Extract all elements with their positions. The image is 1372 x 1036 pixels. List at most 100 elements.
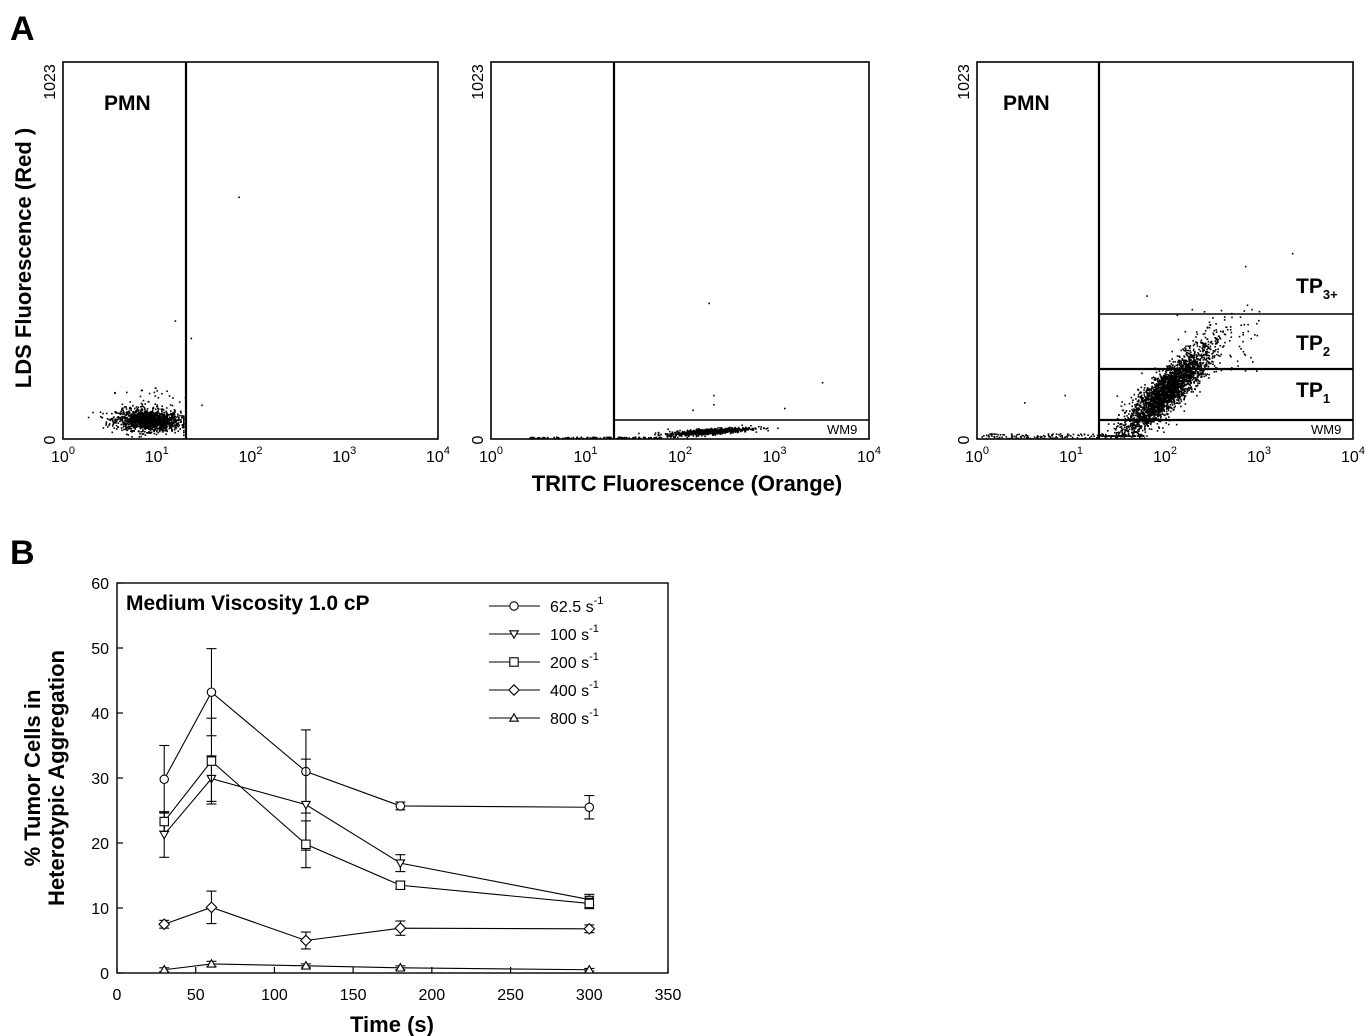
event-dot [1173, 373, 1175, 376]
event-dot [1178, 375, 1180, 378]
event-dot [1158, 370, 1161, 373]
event-dot [1152, 405, 1155, 407]
event-dot [1196, 378, 1198, 381]
event-dot [674, 435, 676, 437]
event-dot [1120, 427, 1123, 430]
event-dot [1158, 383, 1160, 386]
event-dot [1168, 365, 1170, 367]
event-dot [125, 433, 128, 436]
event-dot [1178, 402, 1181, 405]
event-dot [1177, 367, 1180, 370]
event-dot [139, 433, 141, 435]
event-dot [1160, 381, 1162, 384]
event-dot [156, 412, 159, 414]
event-dot [1216, 353, 1218, 356]
event-dot [1179, 364, 1181, 366]
event-dot [1197, 382, 1199, 384]
event-dot [1162, 396, 1165, 399]
event-dot [1171, 398, 1174, 400]
event-dot [165, 422, 167, 424]
event-dot [1150, 387, 1153, 390]
event-dot [706, 433, 708, 435]
event-dot [1166, 393, 1169, 396]
event-dot [120, 427, 123, 429]
event-dot [1194, 377, 1197, 379]
event-dot [140, 431, 142, 433]
event-dot [1154, 404, 1156, 407]
event-dot [1142, 403, 1145, 406]
event-dot [1150, 421, 1152, 424]
event-dot [1138, 413, 1140, 416]
event-dot [163, 416, 165, 418]
event-dot [177, 415, 179, 417]
event-dot [113, 416, 115, 418]
event-dot [1192, 373, 1195, 375]
event-dot [1154, 398, 1157, 401]
event-dot [718, 431, 720, 433]
event-dot [1128, 428, 1131, 430]
event-dot [238, 196, 240, 199]
event-dot [1162, 402, 1164, 405]
event-dot [1194, 388, 1196, 391]
event-dot [731, 427, 733, 429]
event-dot [642, 436, 645, 439]
event-dot [1174, 383, 1177, 385]
event-dot [1183, 397, 1186, 399]
event-dot [1181, 379, 1183, 382]
event-dot [1176, 364, 1179, 367]
event-dot [632, 437, 635, 440]
x-tick-label: 103 [332, 445, 356, 466]
event-dot [690, 433, 692, 436]
event-dot [1145, 418, 1147, 421]
event-dot [1175, 389, 1177, 391]
event-dot [1126, 435, 1129, 437]
event-dot [1171, 390, 1174, 392]
event-dot [152, 411, 154, 414]
event-dot [1142, 422, 1145, 425]
event-dot [165, 425, 168, 427]
event-dot [683, 430, 686, 433]
event-dot [1189, 376, 1192, 378]
event-dot [715, 432, 718, 434]
event-dot [1160, 389, 1163, 392]
event-dot [1148, 388, 1150, 391]
event-dot [1163, 385, 1165, 387]
event-dot [172, 412, 175, 415]
event-dot [122, 426, 125, 428]
event-dot [1161, 397, 1163, 400]
event-dot [1131, 434, 1134, 437]
event-dot [1145, 411, 1147, 414]
event-dot [155, 419, 157, 421]
event-dot [120, 410, 122, 413]
event-dot [170, 427, 173, 429]
event-dot [564, 437, 566, 440]
event-dot [1137, 425, 1139, 427]
event-dot [142, 421, 145, 424]
event-dot [1146, 387, 1149, 389]
event-dot [713, 394, 715, 397]
event-dot [132, 426, 135, 429]
event-dot [699, 430, 701, 432]
event-dot [1201, 375, 1203, 378]
event-dot [1158, 404, 1161, 406]
event-dot [1210, 342, 1212, 344]
event-dot [727, 430, 730, 432]
event-dot [1197, 371, 1199, 373]
event-dot [1175, 394, 1177, 397]
event-dot [1165, 400, 1167, 402]
event-dot [1190, 387, 1193, 390]
event-dot [1166, 365, 1168, 367]
panel-a-letter: A [10, 10, 35, 48]
event-dot [1157, 400, 1160, 403]
event-dot [134, 420, 136, 422]
event-dot [1196, 366, 1199, 369]
event-dot [1164, 401, 1167, 403]
event-dot [154, 403, 156, 405]
event-dot [140, 402, 143, 405]
event-dot [1190, 354, 1192, 357]
event-dot [1141, 372, 1143, 375]
event-dot [1138, 425, 1140, 428]
event-dot [161, 405, 163, 407]
event-dot [1143, 413, 1145, 415]
event-dot [1144, 431, 1147, 433]
